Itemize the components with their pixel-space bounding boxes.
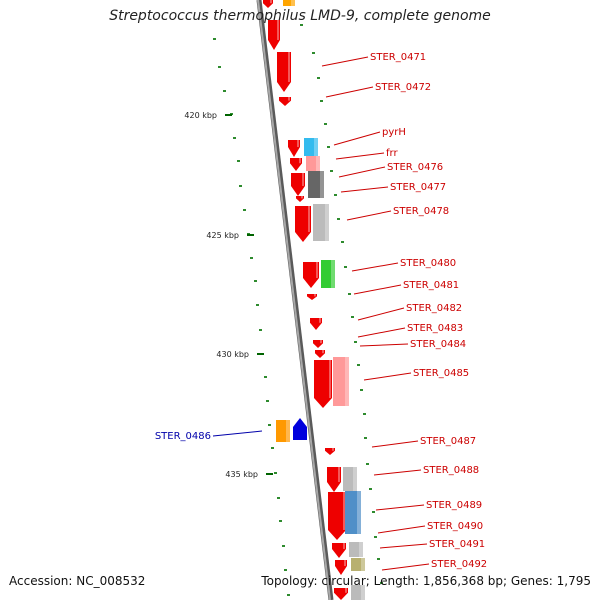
gene-label: STER_0488 [423,465,479,476]
gene-label: STER_0476 [387,162,443,173]
genome-backbone [256,0,334,600]
gene-label: STER_0492 [431,559,487,570]
gene-label: STER_0471 [370,52,426,63]
gene-label: STER_0484 [410,339,466,350]
gene-label: pyrH [382,127,406,138]
gene-label: STER_0481 [403,280,459,291]
gene-features [263,0,365,600]
scale-tick-label: 420 kbp [184,111,217,120]
gene-label: STER_0483 [407,323,463,334]
map-title: Streptococcus thermophilus LMD-9, comple… [109,8,491,24]
scale-ticks: 420 kbp 425 kbp 430 kbp 435 kbp [184,111,273,479]
gene-label: STER_0472 [375,82,431,93]
gene-label: STER_0486 [155,431,211,442]
gene-label: STER_0485 [413,368,469,379]
genome-summary: Topology: circular; Length: 1,856,368 bp… [261,574,591,588]
accession-text: Accession: NC_008532 [9,574,146,588]
gene-label: STER_0489 [426,500,482,511]
gene-labels: STER_0471 STER_0472 pyrH frr STER_0476 STER_0… [155,52,487,571]
gene-label: frr [386,148,398,159]
gene-label: STER_0487 [420,436,476,447]
gene-label: STER_0480 [400,258,456,269]
gene-label: STER_0491 [429,539,485,550]
gene-label: STER_0490 [427,521,483,532]
scale-tick-label: 435 kbp [225,470,258,479]
gene-label: STER_0478 [393,206,449,217]
scale-tick-label: 425 kbp [206,231,239,240]
scale-tick-label: 430 kbp [216,350,249,359]
gene-label: STER_0482 [406,303,462,314]
gene-label: STER_0477 [390,182,446,193]
